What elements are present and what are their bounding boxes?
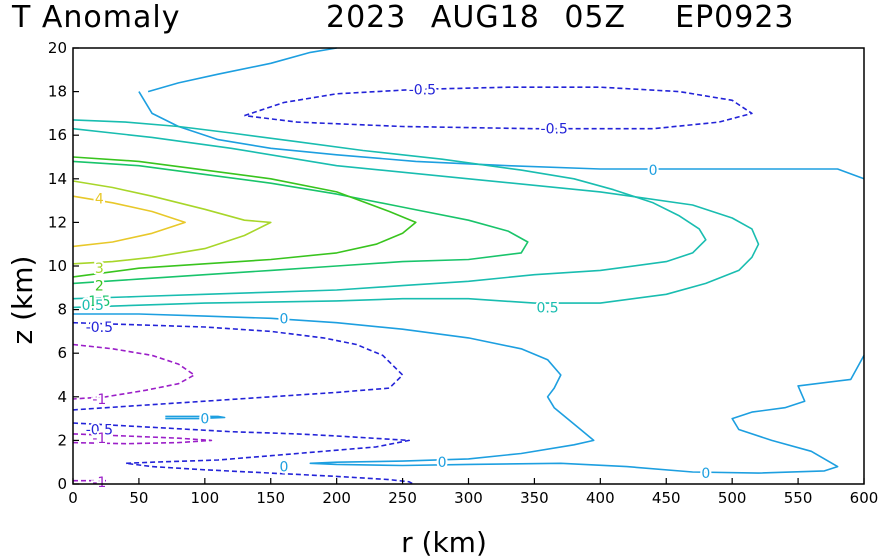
contour-label-9: 0 [279, 311, 288, 327]
contour-line-2-0 [72, 156, 417, 278]
y-tick-label-0: 0 [57, 475, 67, 493]
x-tick-label-200: 200 [322, 489, 351, 507]
contour-label-2: 0 [649, 163, 658, 179]
y-tick-label-8: 8 [57, 301, 67, 319]
y-tick-label-12: 12 [48, 213, 67, 231]
contour-label-0: -0.5 [409, 82, 436, 98]
contour-line-0.5-1 [72, 119, 707, 300]
x-tick-label-250: 250 [388, 489, 417, 507]
contour-line-4-0 [72, 195, 186, 248]
contour-lines [72, 47, 865, 485]
chart-title-variable: T Anomaly [12, 0, 181, 35]
contour-label-8: 0.5 [536, 300, 558, 316]
x-axis: 0 50 100 150 200 250 300 350 400 450 500 550 600 [68, 478, 878, 507]
contour-label-4: 3 [95, 261, 104, 277]
x-tick-label-500: 500 [718, 489, 747, 507]
y-tick-label-18: 18 [48, 83, 67, 101]
contour-label-3: 4 [95, 191, 104, 207]
chart-title-time-storm: 2023 AUG18 05Z EP0923 [326, 0, 795, 35]
contour-line-0-0 [73, 313, 865, 474]
contour-label-11: -1 [92, 392, 106, 408]
contour-line-0.5-0 [72, 127, 760, 309]
y-tick-label-16: 16 [48, 126, 67, 144]
contour-label-16: 0 [438, 455, 447, 471]
x-tick-label-350: 350 [520, 489, 549, 507]
contour-line-neg0.5-2 [244, 86, 753, 130]
contour-label-18: -1 [92, 475, 106, 491]
y-tick-label-10: 10 [48, 257, 67, 275]
contour-label-14: -1 [92, 431, 106, 447]
contour-line-neg0.5-0 [72, 321, 404, 411]
contour-line-0-2 [147, 47, 337, 93]
x-tick-label-550: 550 [784, 489, 813, 507]
contour-line-neg1-1 [72, 433, 213, 445]
y-axis: 0 2 4 6 8 10 12 14 16 18 20 [48, 39, 79, 493]
contour-label-1: -0.5 [541, 122, 568, 138]
y-tick-label-6: 6 [57, 344, 67, 362]
x-tick-label-600: 600 [850, 489, 879, 507]
contour-label-7: 0.5 [82, 298, 104, 314]
x-tick-label-50: 50 [129, 489, 148, 507]
x-tick-label-400: 400 [586, 489, 615, 507]
contour-line-neg1-0 [72, 343, 196, 400]
contour-line-1-0 [72, 160, 529, 285]
contour-label-5: 2 [95, 279, 104, 295]
contour-line-3-0 [72, 180, 272, 265]
contour-label-10: -0.5 [86, 320, 113, 336]
y-tick-label-4: 4 [57, 388, 67, 406]
x-tick-label-150: 150 [256, 489, 285, 507]
contour-line-neg0.5-1 [72, 422, 414, 485]
contour-label-15: 0 [279, 460, 288, 476]
contour-label-13: -0.5 [86, 423, 113, 439]
x-tick-label-450: 450 [652, 489, 681, 507]
contour-label-6: 1.5 [88, 294, 110, 310]
x-tick-label-0: 0 [68, 489, 78, 507]
x-axis-label: r (km) [401, 526, 487, 559]
x-tick-label-100: 100 [191, 489, 220, 507]
y-tick-label-14: 14 [48, 170, 67, 188]
y-tick-label-20: 20 [48, 39, 67, 57]
y-tick-label-2: 2 [57, 431, 67, 449]
contour-label-12: 0 [200, 412, 209, 428]
contour-label-17: 0 [701, 466, 710, 482]
y-axis-label: z (km) [6, 256, 39, 345]
x-tick-label-300: 300 [454, 489, 483, 507]
contour-line-0-3 [165, 415, 226, 420]
